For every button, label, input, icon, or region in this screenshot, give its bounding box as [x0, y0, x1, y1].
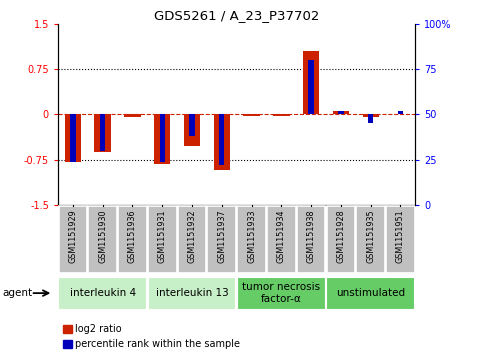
- Legend: log2 ratio, percentile rank within the sample: log2 ratio, percentile rank within the s…: [63, 324, 241, 349]
- FancyBboxPatch shape: [148, 277, 236, 310]
- Bar: [65, 114, 81, 162]
- Bar: [398, 111, 403, 114]
- Text: GSM1151933: GSM1151933: [247, 209, 256, 263]
- Bar: [363, 114, 379, 117]
- FancyBboxPatch shape: [327, 277, 415, 310]
- Text: GSM1151951: GSM1151951: [396, 209, 405, 263]
- Text: agent: agent: [2, 288, 32, 298]
- Text: GSM1151936: GSM1151936: [128, 209, 137, 263]
- FancyBboxPatch shape: [356, 206, 385, 273]
- FancyBboxPatch shape: [118, 206, 147, 273]
- Text: unstimulated: unstimulated: [336, 288, 405, 298]
- Bar: [333, 111, 349, 114]
- Text: GSM1151930: GSM1151930: [98, 209, 107, 263]
- Text: interleukin 13: interleukin 13: [156, 288, 228, 298]
- Bar: [273, 114, 289, 115]
- FancyBboxPatch shape: [237, 206, 266, 273]
- FancyBboxPatch shape: [58, 206, 87, 273]
- Text: interleukin 4: interleukin 4: [70, 288, 136, 298]
- FancyBboxPatch shape: [178, 206, 206, 273]
- Bar: [154, 114, 170, 164]
- Text: GSM1151932: GSM1151932: [187, 209, 197, 263]
- Bar: [189, 114, 195, 136]
- FancyBboxPatch shape: [237, 277, 326, 310]
- FancyBboxPatch shape: [386, 206, 415, 273]
- Bar: [124, 114, 141, 117]
- Bar: [159, 114, 165, 162]
- FancyBboxPatch shape: [267, 206, 296, 273]
- Text: GSM1151938: GSM1151938: [307, 209, 315, 263]
- FancyBboxPatch shape: [297, 206, 326, 273]
- Bar: [213, 114, 230, 170]
- Text: GSM1151935: GSM1151935: [366, 209, 375, 263]
- Text: GSM1151934: GSM1151934: [277, 209, 286, 263]
- Bar: [309, 60, 314, 114]
- Bar: [368, 114, 373, 123]
- FancyBboxPatch shape: [208, 206, 236, 273]
- Bar: [303, 51, 319, 114]
- Bar: [95, 114, 111, 152]
- FancyBboxPatch shape: [148, 206, 176, 273]
- Bar: [70, 114, 75, 162]
- Text: GSM1151931: GSM1151931: [158, 209, 167, 263]
- Text: GSM1151929: GSM1151929: [69, 209, 77, 263]
- Text: GSM1151928: GSM1151928: [337, 209, 345, 263]
- Bar: [219, 114, 225, 165]
- Bar: [184, 114, 200, 146]
- Bar: [338, 111, 343, 114]
- FancyBboxPatch shape: [58, 277, 147, 310]
- Bar: [243, 114, 260, 115]
- Text: tumor necrosis
factor-α: tumor necrosis factor-α: [242, 282, 320, 304]
- FancyBboxPatch shape: [327, 206, 355, 273]
- Title: GDS5261 / A_23_P37702: GDS5261 / A_23_P37702: [154, 9, 319, 23]
- Bar: [100, 114, 105, 151]
- Text: GSM1151937: GSM1151937: [217, 209, 226, 263]
- FancyBboxPatch shape: [88, 206, 117, 273]
